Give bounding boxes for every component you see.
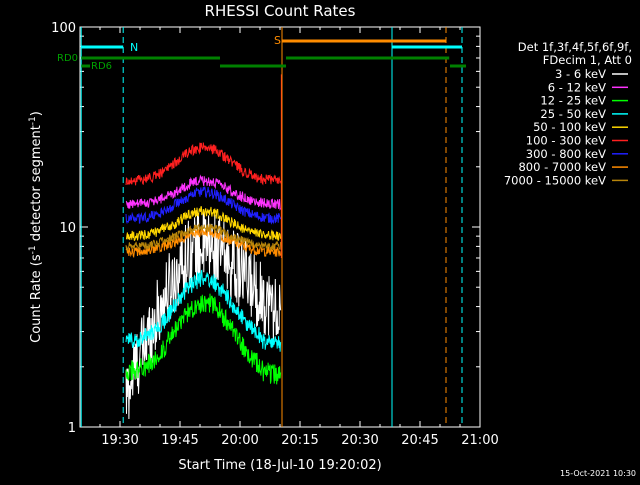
legend-label: 6 - 12 keV: [548, 80, 606, 94]
legend-label: 3 - 6 keV: [555, 67, 606, 81]
legend-label: 300 - 800 keV: [526, 147, 606, 161]
series-line-300-800-kev: [125, 186, 282, 225]
legend-label: 800 - 7000 keV: [518, 160, 606, 174]
legend-label: 25 - 50 keV: [540, 107, 606, 121]
series-line-50-100-kev: [125, 206, 282, 242]
legend: Det 1f,3f,4f,5f,6f,9f, FDecim 1, Att 0 3…: [504, 40, 632, 187]
legend-label: 12 - 25 keV: [540, 94, 606, 108]
x-tick-label: 20:45: [401, 433, 438, 448]
legend-header-line-1: Det 1f,3f,4f,5f,6f,9f,: [518, 40, 632, 54]
y-tick-label: 1: [68, 421, 76, 436]
series-line-6-12-kev: [125, 174, 282, 211]
legend-header-line-2: FDecim 1, Att 0: [543, 53, 632, 67]
legend-label: 50 - 100 keV: [533, 120, 606, 134]
series-line-7000-15000-kev: [125, 222, 282, 251]
x-tick-label: 20:00: [221, 433, 258, 448]
saa-label: S: [274, 34, 281, 47]
y-tick-label: 10: [59, 221, 76, 236]
series-line-800-7000-kev: [125, 226, 282, 259]
y-axis-label: Count Rate (s-1 detector segment-1): [28, 111, 44, 343]
x-tick-label: 19:45: [161, 433, 198, 448]
legend-label: 7000 - 15000 keV: [504, 173, 606, 187]
x-axis-label: Start Time (18-Jul-10 19:20:02): [178, 458, 381, 473]
night-label: N: [130, 41, 138, 54]
overlay-markers: RD0 RD6 N S: [57, 27, 466, 427]
y-tick-label: 100: [51, 21, 76, 36]
series-line-100-300-kev: [125, 142, 282, 186]
x-tick-label: 20:15: [281, 433, 318, 448]
series-line-12-25-kev: [125, 293, 282, 385]
footer-date: 15-Oct-2021 10:30: [560, 469, 636, 478]
rd0-label: RD0: [57, 53, 78, 64]
chart-title: RHESSI Count Rates: [205, 2, 356, 20]
x-tick-label: 20:30: [341, 433, 378, 448]
y-axis-ticks: 1 10 100: [51, 21, 480, 436]
x-axis-ticks: 19:30 19:45 20:00 20:15 20:30 20:45 21:00: [99, 27, 499, 448]
legend-label: 100 - 300 keV: [526, 134, 606, 148]
x-tick-label: 21:00: [461, 433, 498, 448]
rd6-label: RD6: [91, 61, 112, 72]
series-line-25-50-kev: [125, 269, 282, 352]
x-tick-label: 19:30: [101, 433, 138, 448]
